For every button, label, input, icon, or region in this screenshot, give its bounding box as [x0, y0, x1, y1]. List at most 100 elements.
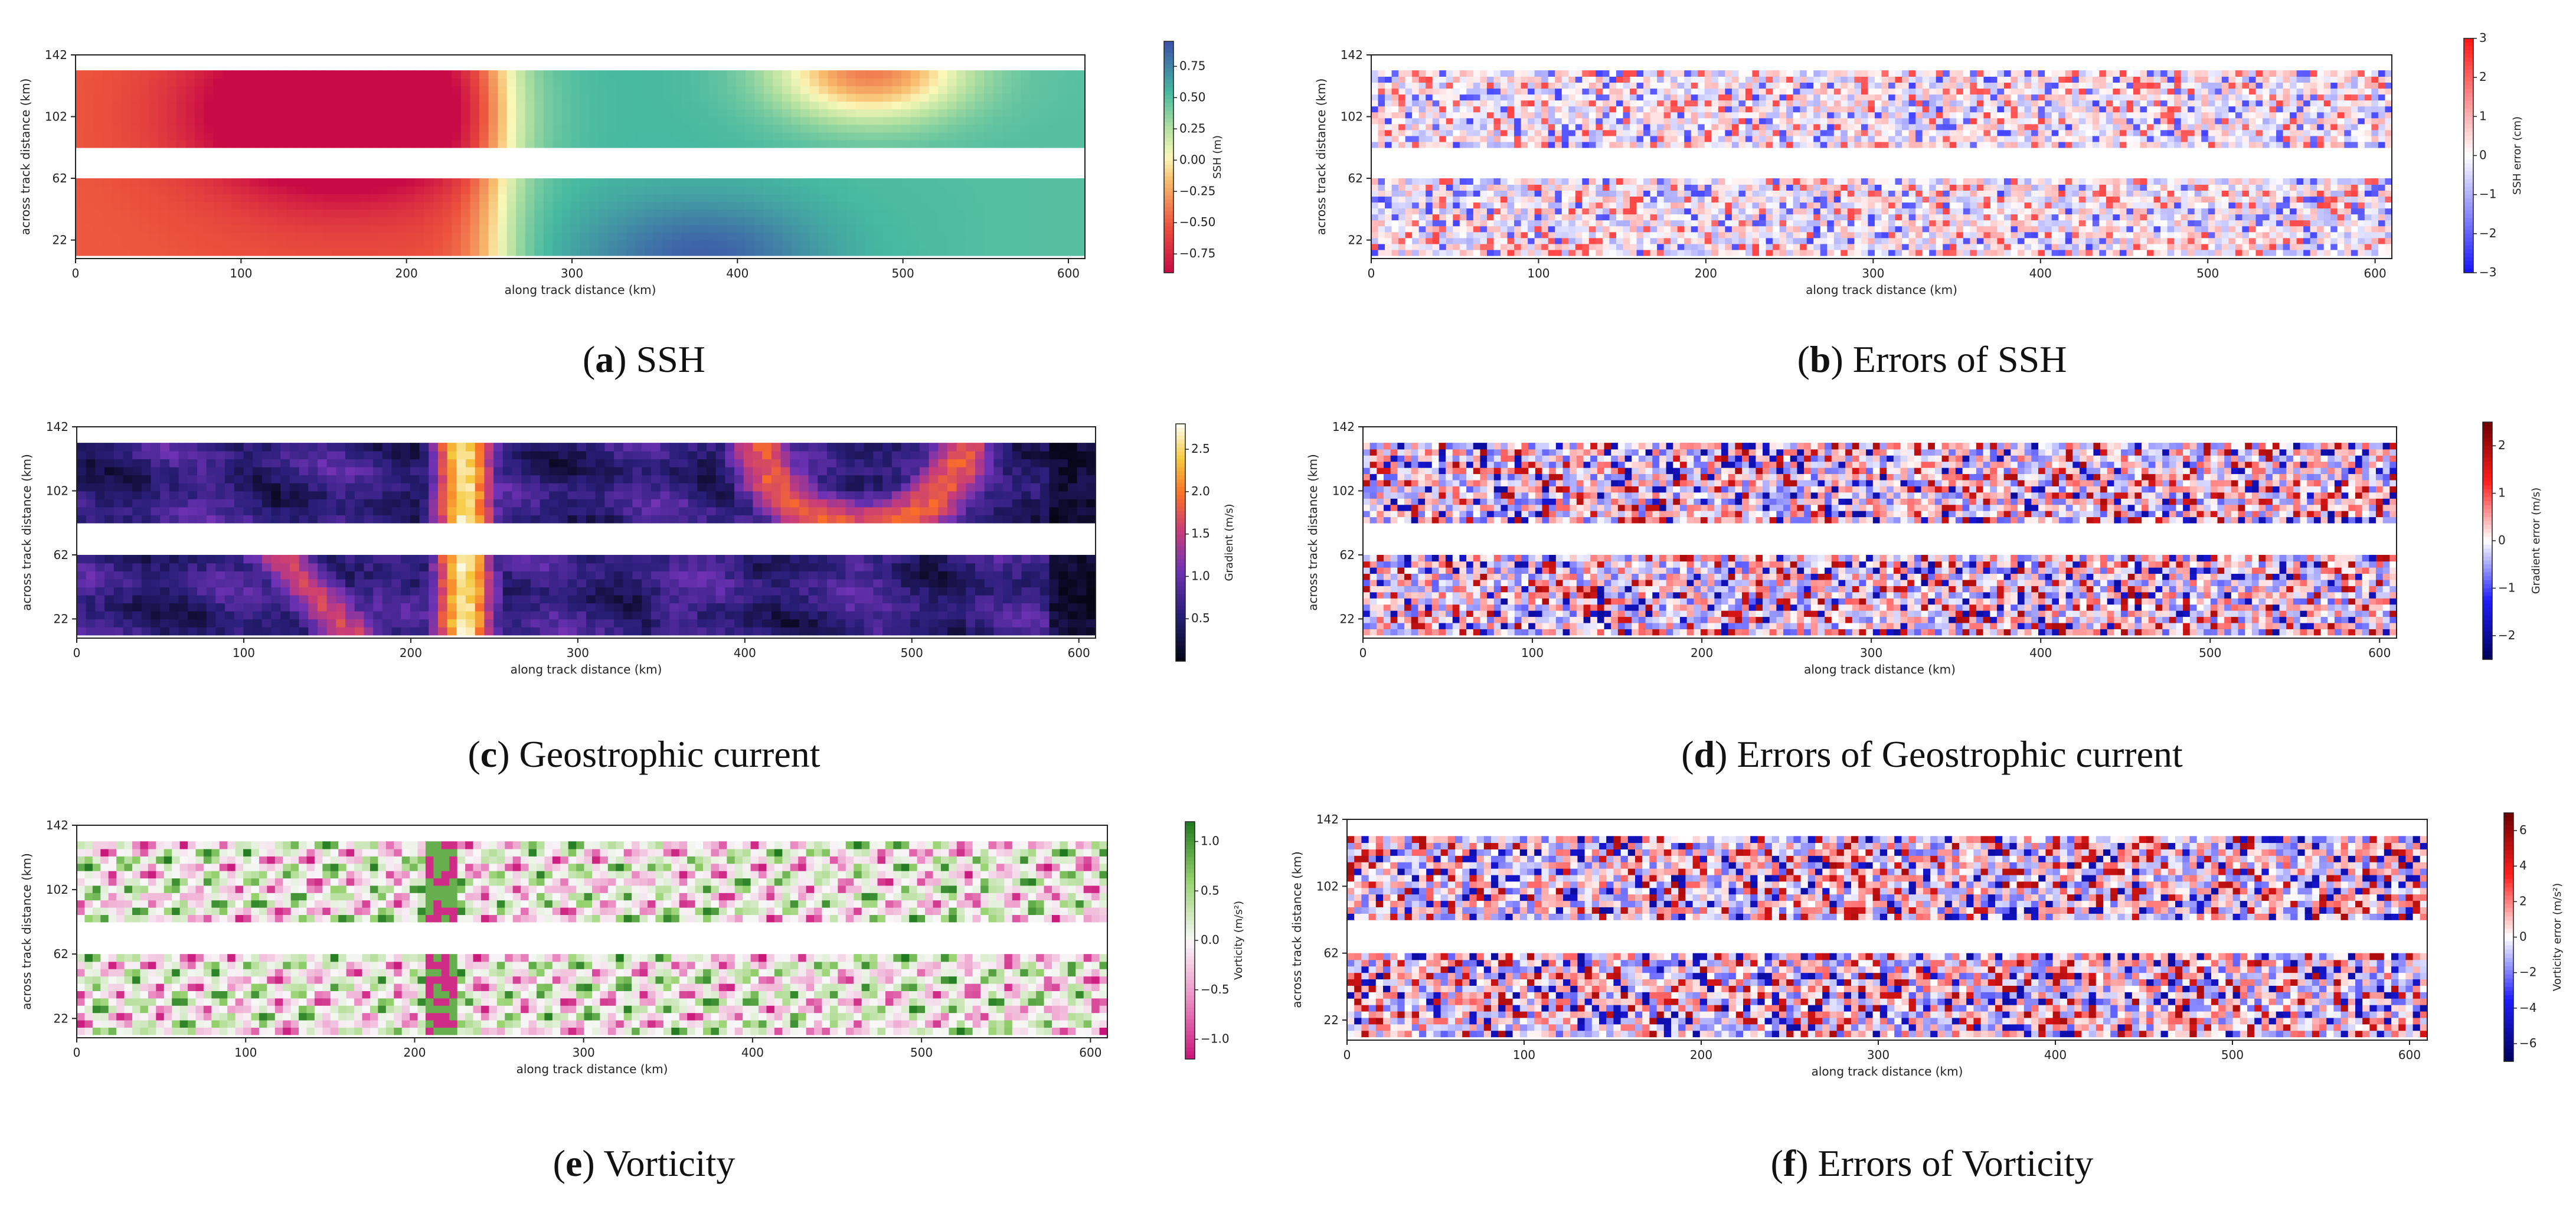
heat-cell: [1596, 135, 1603, 142]
heat-cell: [901, 109, 911, 117]
heat-cell: [1813, 220, 1821, 227]
heat-cell: [1827, 184, 1835, 191]
heat-cell: [2188, 214, 2195, 221]
heat-cell: [277, 232, 287, 241]
heat-cell: [452, 209, 462, 218]
heat-cell: [1833, 231, 1842, 238]
heat-cell: [2276, 190, 2284, 197]
heat-cell: [1745, 196, 1753, 203]
heat-cell: [617, 70, 627, 79]
heat-cell: [1711, 76, 1719, 83]
heat-cell: [617, 240, 627, 249]
heat-cell: [369, 217, 379, 225]
heat-cell: [1718, 135, 1726, 142]
heat-cell: [1501, 70, 1508, 77]
heat-cell: [525, 116, 535, 125]
heat-cell: [1691, 123, 1699, 130]
heat-cell: [1888, 237, 1896, 244]
heat-cell: [1731, 231, 1740, 238]
heat-cell: [1657, 184, 1665, 191]
heat-cell: [259, 209, 269, 218]
heat-cell: [690, 247, 700, 256]
heat-cell: [1507, 243, 1515, 250]
heat-cell: [1956, 190, 1964, 197]
heat-cell: [1745, 184, 1753, 191]
heat-cell: [1990, 190, 1998, 197]
heat-cell: [1731, 243, 1740, 250]
heat-cell: [2290, 190, 2297, 197]
heat-cell: [2242, 208, 2250, 215]
heat-cell: [277, 132, 287, 140]
heat-cell: [534, 194, 544, 202]
heat-cell: [2106, 231, 2114, 238]
heat-cell: [1902, 225, 1910, 233]
heat-cell: [920, 186, 930, 195]
heat-cell: [1473, 123, 1481, 130]
colorbar-segment: [1164, 176, 1173, 181]
heat-cell: [359, 194, 370, 202]
heat-cell: [139, 232, 150, 241]
heat-cell: [525, 247, 535, 256]
heat-cell: [782, 109, 792, 117]
heat-cell: [305, 132, 315, 140]
heat-cell: [2296, 220, 2304, 227]
heat-cell: [874, 209, 884, 218]
heat-cell: [1398, 231, 1406, 238]
heat-cell: [1486, 112, 1495, 119]
heat-cell: [1725, 135, 1732, 142]
heat-cell: [819, 224, 829, 233]
heat-cell: [2364, 237, 2372, 244]
heat-cell: [763, 78, 774, 87]
heat-cell: [1371, 184, 1379, 191]
heat-cell: [1630, 202, 1637, 209]
heat-cell: [617, 124, 627, 133]
heat-cell: [1439, 88, 1447, 95]
heat-cell: [1698, 117, 1705, 125]
heat-cell: [1609, 123, 1617, 130]
heat-cell: [1561, 178, 1570, 185]
heat-cell: [718, 194, 728, 202]
heat-cell: [1745, 94, 1753, 101]
heat-cell: [158, 86, 168, 94]
heat-cell: [149, 139, 159, 148]
heat-cell: [635, 224, 645, 233]
heat-cell: [286, 224, 296, 233]
heat-cell: [1711, 196, 1719, 203]
heat-cell: [1466, 208, 1474, 215]
heat-cell: [1881, 231, 1889, 238]
heat-cell: [415, 93, 425, 102]
heat-cell: [1405, 141, 1413, 148]
heat-cell: [167, 124, 177, 133]
heat-cell: [929, 186, 939, 195]
heat-cell: [1650, 88, 1658, 95]
heat-cell: [1002, 78, 1012, 87]
heat-cell: [167, 132, 177, 140]
heat-cell: [1711, 141, 1719, 148]
heat-cell: [1057, 124, 1067, 133]
heat-cell: [864, 194, 875, 202]
heat-cell: [2242, 214, 2250, 221]
heat-cell: [1459, 237, 1467, 244]
heat-cell: [571, 247, 581, 256]
heat-cell: [561, 132, 572, 140]
heat-cell: [1759, 225, 1767, 233]
heat-cell: [2364, 202, 2372, 209]
heat-cell: [561, 240, 572, 249]
heat-cell: [1990, 178, 1998, 185]
heat-cell: [1671, 184, 1678, 191]
heat-cell: [2378, 184, 2386, 191]
heat-cell: [1011, 116, 1021, 125]
heat-cell: [1029, 186, 1040, 195]
heat-cell: [2283, 220, 2290, 227]
heat-cell: [874, 224, 884, 233]
heat-cell: [607, 132, 617, 140]
heat-cell: [286, 178, 296, 187]
heat-cell: [1548, 70, 1556, 77]
heat-cell: [314, 247, 324, 256]
heat-cell: [442, 139, 453, 148]
heat-cell: [406, 224, 416, 233]
heat-cell: [662, 224, 673, 233]
heat-cell: [1501, 202, 1508, 209]
heat-cell: [185, 70, 195, 79]
heat-cell: [607, 209, 617, 218]
